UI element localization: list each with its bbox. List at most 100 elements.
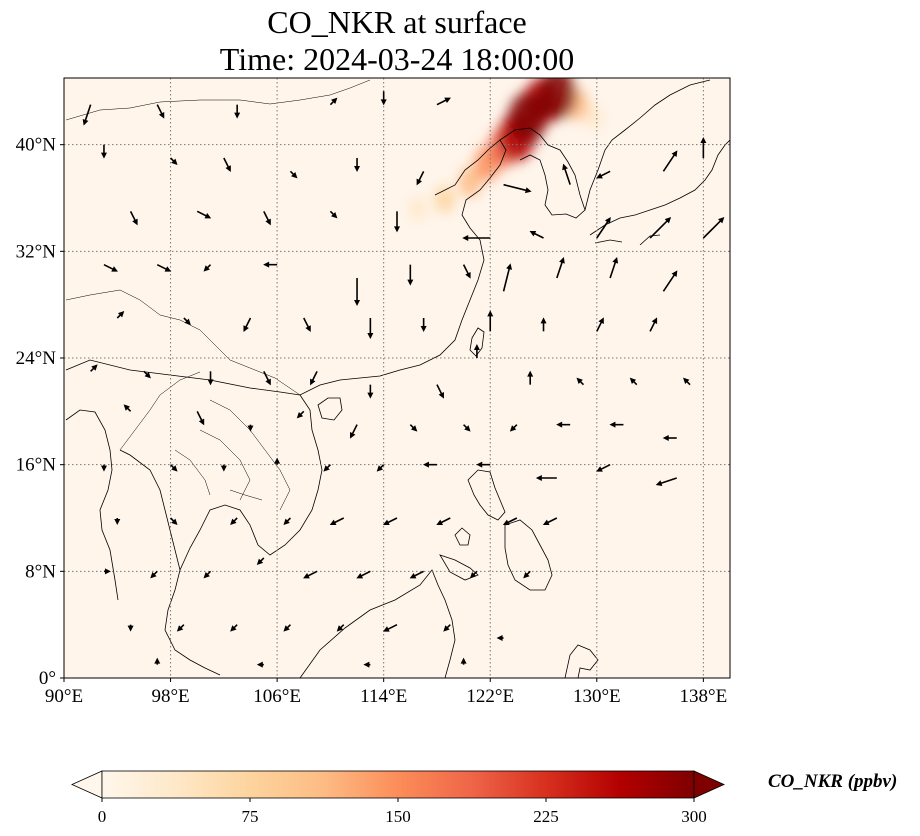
wind-arrow [596,217,611,239]
wind-arrow [329,517,345,525]
wind-arrow [487,310,494,332]
wind-arrow [296,410,305,419]
concentration-patch [458,166,482,198]
wind-arrow [123,404,132,412]
colorbar-gradient [101,770,695,799]
wind-arrow [535,475,557,481]
wind-arrow [700,137,707,158]
wind-arrow [143,370,151,379]
wind-arrow [527,370,534,385]
wind-arrow [256,557,265,565]
wind-arrow [420,318,427,332]
wind-arrow [509,424,518,432]
wind-arrow [303,317,311,332]
wind-arrow [649,217,672,239]
coastline-taiwan [469,327,485,357]
wind-arrow [263,370,271,386]
wind-arrow [150,570,158,579]
wind-arrow [436,97,451,106]
wind-arrow [310,370,318,386]
wind-arrow [469,570,478,579]
coastline-sulawesi [564,644,599,678]
colorbar-tick-label: 0 [98,807,107,826]
border-china-south [65,289,301,396]
wind-arrow [230,517,238,525]
wind-arrow [383,517,398,525]
wind-arrow [683,377,691,386]
wind-arrow [462,264,471,279]
wind-arrow [356,570,371,579]
wind-arrow [350,424,358,439]
wind-arrow [283,517,292,525]
wind-arrow [556,421,571,428]
wind-vectors [82,91,725,668]
wind-arrow [609,257,619,279]
wind-arrow [540,317,547,332]
co-concentration-field [409,78,603,221]
wind-arrow [655,477,677,486]
wind-arrow [436,517,451,525]
longitude-tick-label: 98°E [151,686,189,707]
wind-arrow [256,661,264,668]
wind-arrow [649,317,658,332]
wind-arrow [329,97,338,106]
map-frame [63,77,731,679]
wind-arrow [196,210,212,219]
wind-arrow [503,183,532,194]
coastline-bay-of-bengal [65,409,119,601]
coastline-philippines-south [439,519,553,591]
latitude-tick-labels: 0° 8°N 16°N 24°N 32°N 40°N [16,135,64,689]
wind-arrow [183,317,191,325]
coastline-korea-east [584,79,711,211]
latitude-tick-label: 0° [39,668,56,689]
wind-arrow [460,657,467,665]
colorbar-extend-low [71,770,103,799]
wind-arrow [220,464,227,472]
coastline-japan [589,139,730,246]
latitude-tick-label: 40°N [16,135,57,156]
coastline-hainan [317,397,343,421]
coastline-borneo [299,569,456,678]
wind-arrow [436,384,444,399]
longitude-tick-label: 130°E [573,686,621,707]
wind-arrow [596,170,611,179]
wind-arrow [336,624,345,632]
wind-arrow [523,570,531,579]
colorbar-tick-label: 150 [385,807,411,826]
wind-arrow [502,517,518,525]
concentration-patch [409,196,428,221]
longitude-tick-labels: 90°E 98°E 106°E 114°E 122°E 130°E 138°E [45,678,727,707]
longitude-tick-label: 90°E [45,686,83,707]
wind-arrow [100,144,107,159]
wind-arrow [376,464,385,472]
wind-arrow [114,518,121,525]
wind-arrow [443,624,451,632]
wind-arrow [576,377,585,386]
longitude-tick-label: 138°E [680,686,728,707]
wind-arrow [556,257,565,279]
wind-arrow [463,424,471,432]
coastline-philippines-luzon [467,469,506,521]
border-thailand-cambodia [174,449,263,501]
latitude-tick-label: 8°N [25,561,56,582]
wind-arrow [394,211,400,233]
colorbar-tick-label: 75 [242,807,259,826]
concentration-patch [537,78,577,120]
coastlines-and-borders [65,79,730,678]
wind-arrow [473,344,480,358]
wind-arrow [156,104,165,119]
wind-arrow [409,570,424,579]
wind-arrow [416,170,425,186]
wind-arrow [662,270,678,292]
wind-arrow [596,463,611,472]
wind-arrow [383,623,398,632]
wind-arrow [90,364,98,372]
wind-arrow [407,264,414,286]
wind-arrow [529,231,544,239]
latitude-tick-label: 16°N [16,455,57,476]
wind-arrow [562,163,571,185]
wind-arrow [496,635,504,641]
wind-arrow [329,210,338,219]
wind-arrow [363,661,371,668]
